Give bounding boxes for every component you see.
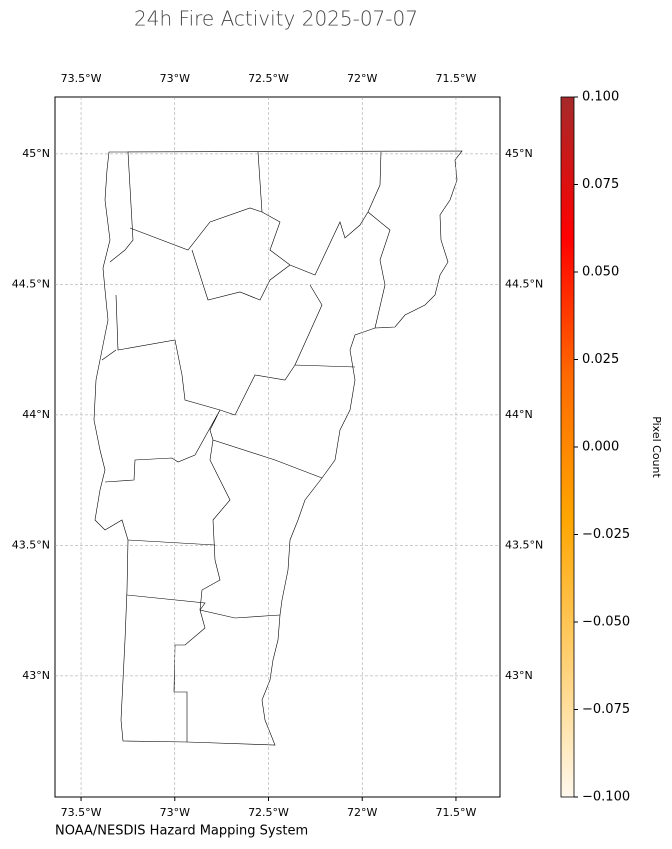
y-tick-label-right: 44°N [505, 408, 533, 421]
state-map [93, 150, 463, 746]
x-tick-label-top: 71.5°W [436, 72, 477, 85]
colorbar-tick-label: 0.025 [582, 352, 619, 367]
y-tick-label-right: 45°N [505, 147, 533, 160]
x-tick-label: 73.5°W [61, 806, 102, 819]
y-tick-label: 44°N [22, 408, 50, 421]
y-tick-label: 45°N [22, 147, 50, 160]
map-frame [54, 96, 501, 798]
x-tick-label-top: 73°W [160, 72, 190, 85]
colorbar-tick-label: −0.025 [582, 527, 630, 542]
colorbar-tick-label: 0.075 [582, 177, 619, 192]
state-outline [93, 150, 463, 746]
x-tick-label-top: 72.5°W [248, 72, 289, 85]
colorbar-label: Pixel Count [650, 416, 663, 478]
colorbar-tick-label: −0.050 [582, 615, 630, 630]
x-tick-label: 71.5°W [436, 806, 477, 819]
y-tick-label-right: 44.5°N [505, 277, 543, 290]
x-tick-label: 73°W [160, 806, 190, 819]
x-tick-label-top: 73.5°W [61, 72, 102, 85]
x-tick-label-top: 72°W [347, 72, 377, 85]
colorbar-scale [560, 96, 575, 798]
county-lines [101, 151, 391, 742]
x-tick-label: 72.5°W [248, 806, 289, 819]
colorbar-tick-label: 0.050 [582, 265, 619, 280]
colorbar-tick-label: 0.100 [582, 90, 619, 105]
y-tick-label: 44.5°N [12, 277, 50, 290]
y-tick-label: 43°N [22, 669, 50, 682]
x-tick-label: 72°W [347, 806, 377, 819]
colorbar-tick-label: −0.100 [582, 790, 630, 805]
y-tick-label-right: 43.5°N [505, 538, 543, 551]
source-credit: NOAA/NESDIS Hazard Mapping System [55, 824, 308, 839]
colorbar-tick-label: 0.000 [582, 440, 619, 455]
y-tick-label-right: 43°N [505, 669, 533, 682]
colorbar: Pixel Count −0.100 −0.075 −0.050 −0.025 0.00… [560, 90, 663, 805]
chart-title: 24h Fire Activity 2025-07-07 [134, 7, 418, 31]
y-tick-label: 43.5°N [12, 538, 50, 551]
colorbar-tick-label: −0.075 [582, 702, 630, 717]
